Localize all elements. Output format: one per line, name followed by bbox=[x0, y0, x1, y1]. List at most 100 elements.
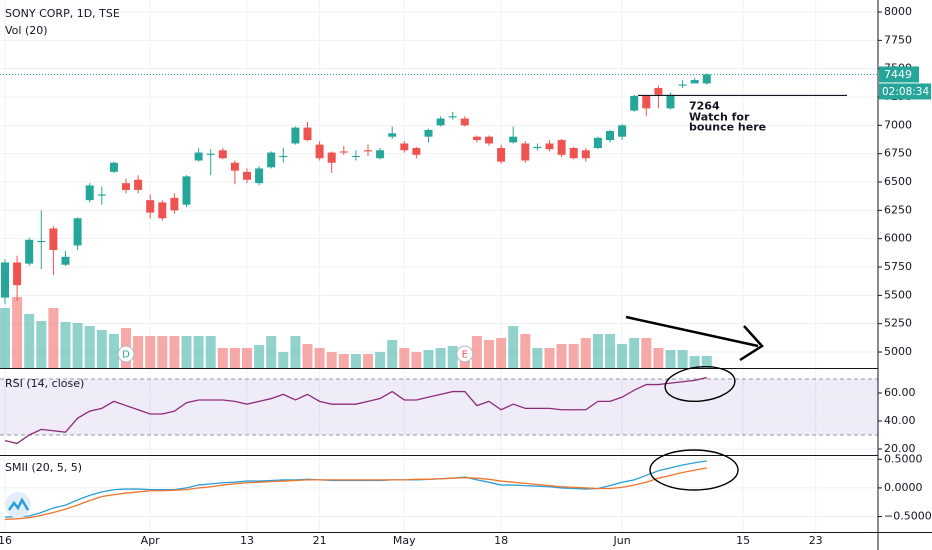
candle-body bbox=[327, 152, 336, 163]
candle-body bbox=[654, 87, 663, 95]
y-tick-label: 60.00 bbox=[884, 386, 916, 399]
volume-bar bbox=[60, 322, 71, 368]
annotation-text: Watch for bbox=[689, 110, 750, 123]
candle-body bbox=[436, 118, 445, 126]
volume-bar bbox=[278, 352, 289, 368]
volume-bar bbox=[0, 308, 10, 368]
volume-bar bbox=[556, 344, 567, 368]
candle-body bbox=[146, 200, 155, 213]
volume-bar bbox=[568, 344, 579, 368]
y-tick-label: 7000 bbox=[884, 118, 912, 131]
volume-bar bbox=[302, 344, 313, 368]
volume-bar bbox=[108, 334, 119, 368]
candle-body bbox=[364, 150, 372, 152]
event-label: D bbox=[122, 350, 130, 361]
candle-body bbox=[194, 152, 203, 161]
candle-body bbox=[702, 74, 711, 84]
candle-body bbox=[690, 80, 699, 84]
chart-title: SONY CORP, 1D, TSE bbox=[5, 7, 120, 20]
candle-body bbox=[424, 129, 433, 137]
candle-body bbox=[303, 127, 312, 141]
x-tick-label: 15 bbox=[736, 534, 750, 547]
candle-body bbox=[509, 136, 518, 143]
candle-body bbox=[97, 194, 106, 196]
event-marker bbox=[456, 345, 474, 363]
y-tick-label: 6000 bbox=[884, 232, 912, 245]
candle-body bbox=[630, 95, 639, 111]
candle-body bbox=[182, 176, 191, 205]
volume-bar bbox=[363, 354, 373, 368]
rsi-title: RSI (14, close) bbox=[5, 377, 84, 390]
candle-body bbox=[1, 262, 9, 298]
volume-bar bbox=[72, 323, 83, 368]
volume-bar bbox=[48, 308, 59, 368]
volume-bar bbox=[484, 340, 494, 368]
candle-body bbox=[581, 150, 590, 159]
volume-bar bbox=[205, 336, 216, 368]
smii-title: SMII (20, 5, 5) bbox=[5, 461, 82, 474]
candle-body bbox=[351, 155, 360, 158]
x-tick-label: 13 bbox=[240, 534, 254, 547]
candle-body bbox=[606, 131, 614, 141]
candle-body bbox=[85, 185, 94, 201]
y-tick-label: 6250 bbox=[884, 203, 912, 216]
drawn-circle bbox=[649, 449, 739, 491]
volume-bar bbox=[471, 336, 482, 368]
volume-bar bbox=[36, 321, 47, 368]
volume-bar bbox=[544, 348, 555, 368]
logo bbox=[5, 492, 31, 518]
last-price-label: 7449 bbox=[884, 68, 912, 81]
volume-bar bbox=[375, 352, 386, 368]
volume-bar bbox=[193, 336, 204, 368]
candle-body bbox=[255, 168, 264, 184]
candle-body bbox=[388, 133, 397, 137]
volume-label: Vol (20) bbox=[5, 24, 48, 37]
y-tick-label: 7750 bbox=[884, 33, 912, 46]
volume-bar bbox=[580, 338, 591, 368]
volume-bar bbox=[229, 348, 240, 368]
candle-body bbox=[37, 240, 46, 243]
y-tick-label: 5000 bbox=[884, 345, 912, 358]
volume-bar bbox=[689, 356, 700, 368]
volume-bar bbox=[350, 354, 361, 368]
y-tick-label: 5750 bbox=[884, 260, 912, 273]
volume-bar bbox=[423, 350, 434, 368]
candle-body bbox=[666, 94, 675, 109]
volume-bar bbox=[629, 338, 640, 368]
candle-body bbox=[122, 183, 130, 190]
y-tick-label: 0.0000 bbox=[884, 481, 923, 494]
x-tick-label: 16 bbox=[0, 534, 12, 547]
candle-body bbox=[230, 162, 239, 171]
x-tick-label: Apr bbox=[141, 534, 161, 547]
y-tick-label: 8000 bbox=[884, 5, 912, 18]
countdown-box bbox=[879, 83, 931, 100]
candle-body bbox=[485, 136, 493, 144]
candle-body bbox=[134, 179, 143, 190]
y-tick-label: 6750 bbox=[884, 147, 912, 160]
volume-bar bbox=[532, 348, 543, 368]
candle-body bbox=[339, 151, 348, 153]
y-tick-label: 5250 bbox=[884, 317, 912, 330]
volume-bar bbox=[254, 345, 265, 368]
drawn-circle bbox=[664, 366, 736, 402]
volume-bar bbox=[665, 350, 676, 368]
last-price-box bbox=[879, 66, 919, 83]
volume-bar bbox=[326, 352, 337, 368]
volume-bar bbox=[653, 348, 664, 368]
y-tick-label: 5500 bbox=[884, 288, 912, 301]
candle-body bbox=[460, 118, 469, 126]
candle-body bbox=[109, 162, 118, 172]
annotation-text: 7264 bbox=[689, 99, 720, 112]
candle-body bbox=[73, 218, 82, 246]
candle-body bbox=[678, 84, 687, 86]
volume-bar bbox=[145, 336, 156, 368]
volume-bar bbox=[290, 336, 301, 368]
candle-body bbox=[243, 171, 251, 180]
candle-body bbox=[593, 137, 602, 149]
volume-bar bbox=[592, 334, 603, 368]
candle-body bbox=[315, 144, 324, 159]
candle-body bbox=[206, 153, 215, 155]
volume-bar bbox=[435, 348, 446, 368]
